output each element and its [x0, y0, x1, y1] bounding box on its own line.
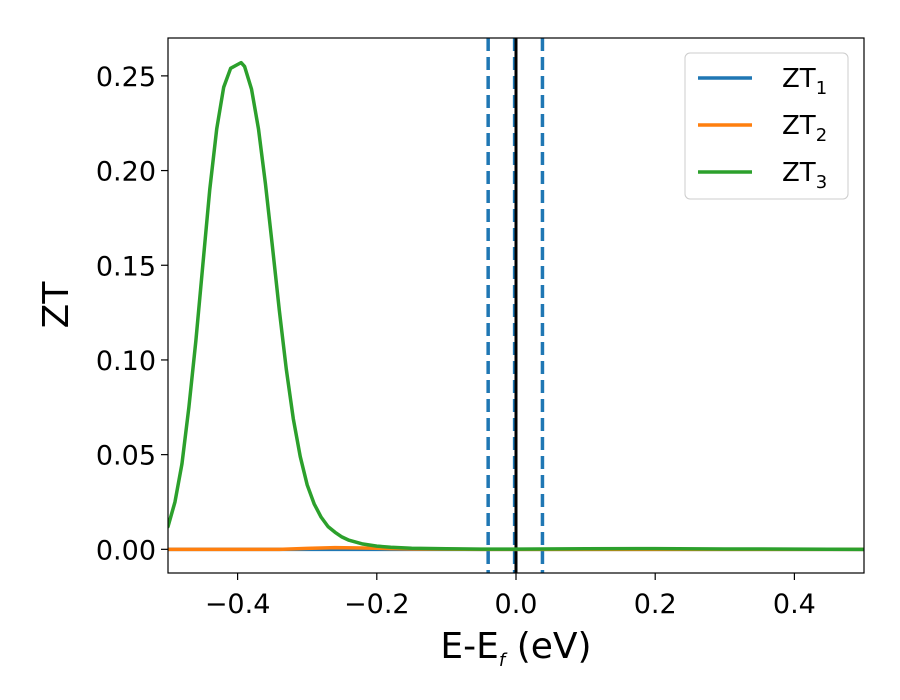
series-lines [168, 60, 864, 552]
vertical-lines [486, 38, 545, 573]
x-axis: −0.4 −0.2 0.0 0.2 0.4 [205, 573, 816, 620]
x-tick-label: 0.2 [634, 589, 677, 620]
y-tick-label: 0.20 [96, 157, 156, 188]
x-tick-label: −0.4 [205, 589, 271, 620]
y-tick-label: 0.15 [96, 251, 156, 282]
legend-box [684, 52, 849, 200]
y-tick-label: 0.10 [96, 346, 156, 377]
y-tick-label: 0.25 [96, 62, 156, 93]
legend-label-zt1: ZT1 [782, 64, 827, 99]
legend-label-zt2: ZT2 [782, 111, 827, 146]
y-tick-label: 0.00 [96, 535, 156, 566]
x-tick-label: 0.4 [773, 589, 816, 620]
legend-label-zt3: ZT3 [782, 158, 827, 193]
y-tick-label: 0.05 [96, 441, 156, 472]
legend: ZT1 ZT2 ZT3 [684, 52, 849, 200]
y-axis-label: ZT [36, 281, 77, 329]
y-axis: 0.00 0.05 0.10 0.15 0.20 0.25 [96, 62, 168, 566]
x-tick-label: −0.2 [344, 589, 410, 620]
x-tick-label: 0.0 [495, 589, 538, 620]
x-axis-label: E-Ef (eV) [440, 626, 591, 671]
series-line-zt3 [168, 60, 864, 552]
